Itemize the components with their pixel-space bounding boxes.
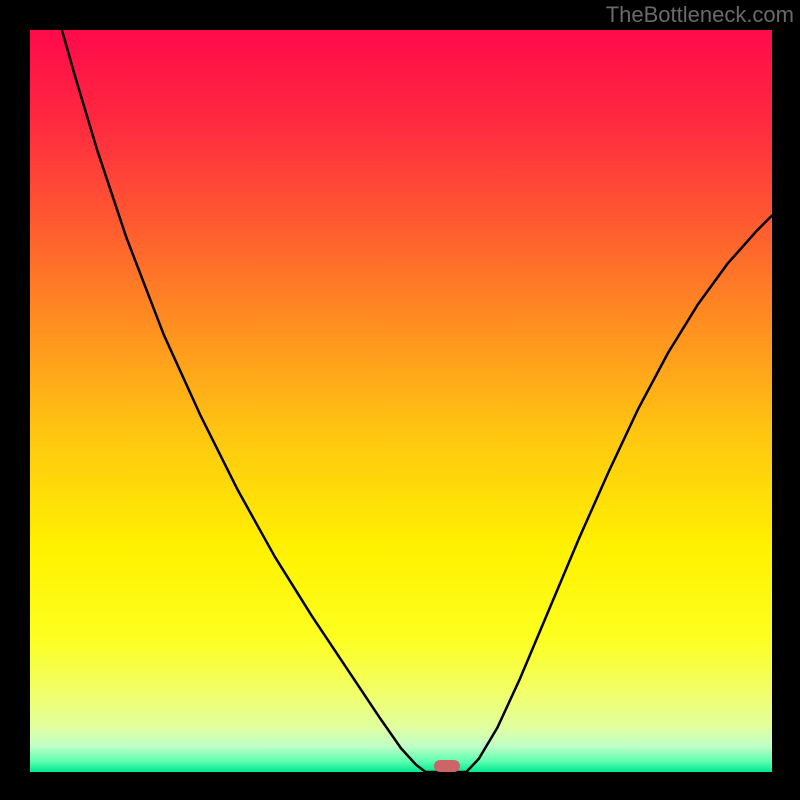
plot-area [30,30,772,772]
watermark-text: TheBottleneck.com [606,2,794,28]
curve-svg [30,30,772,772]
chart-container: TheBottleneck.com [0,0,800,800]
bottleneck-curve [62,30,772,772]
optimum-marker [434,760,461,772]
